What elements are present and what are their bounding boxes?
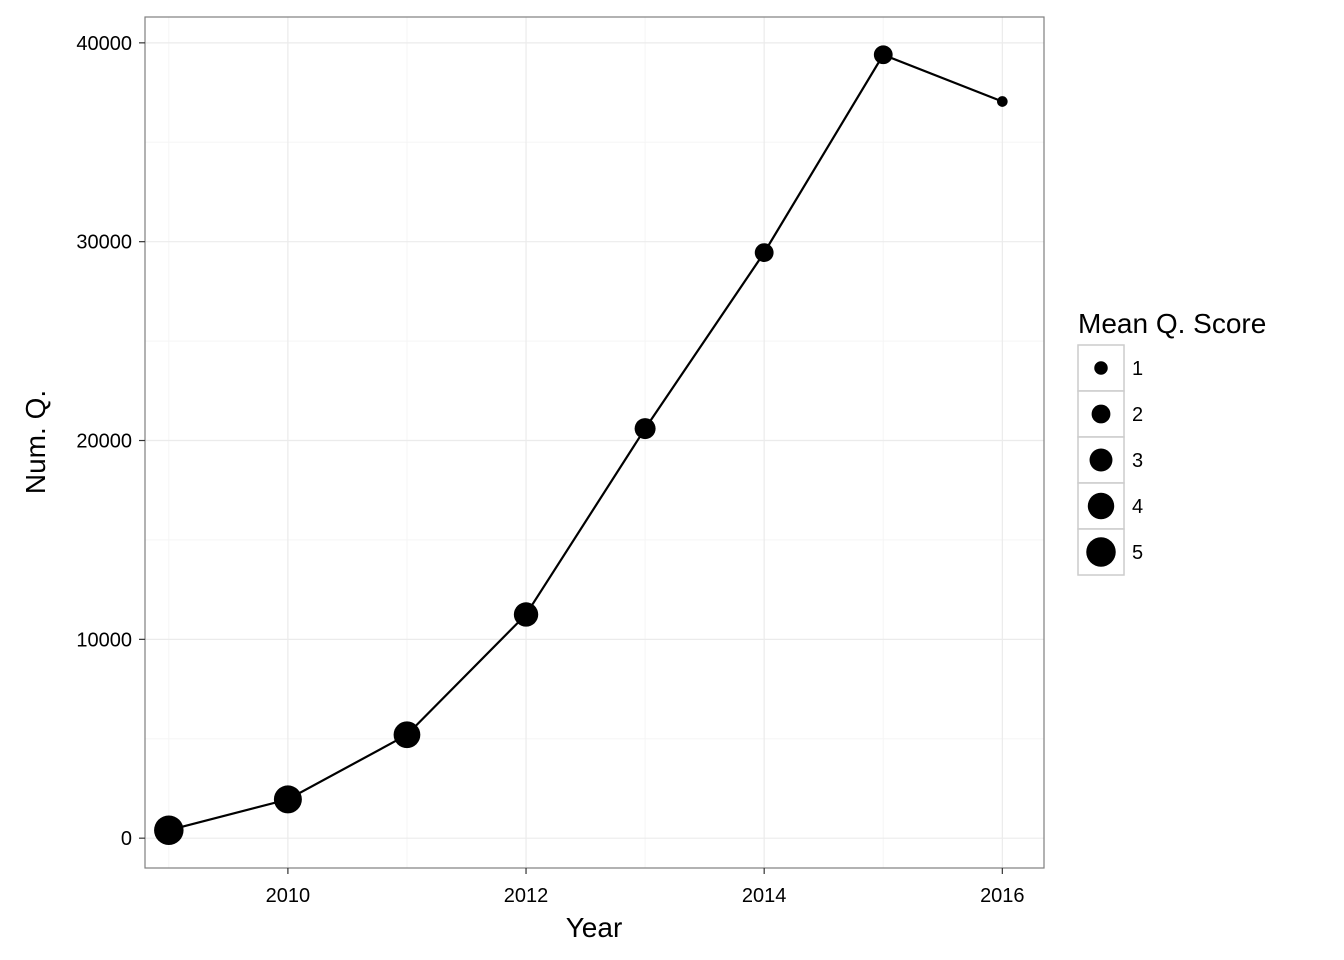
data-point [873,45,893,65]
data-point [273,785,302,814]
legend-label: 3 [1132,450,1143,472]
y-axis-title: Num. Q. [20,390,51,494]
legend-key-point [1086,537,1116,567]
data-point [754,243,774,263]
legend-keys: 1 2 3 4 5 [1077,344,1143,576]
y-tick-label: 20000 [76,431,132,453]
data-point [393,721,421,749]
legend-key-point [1094,361,1108,375]
y-tick-label: 0 [121,828,132,850]
x-tick-label: 2016 [980,885,1025,907]
data-point [634,418,656,440]
legend-title: Mean Q. Score [1078,308,1266,339]
legend-label: 2 [1132,404,1143,426]
data-layer [154,45,1008,845]
data-point [997,96,1008,107]
series-line [168,53,1003,832]
axis-layer: 2010 2012 2014 2016 0 10000 20000 30000 40000 [76,33,1024,907]
data-point [513,602,539,627]
grid-layer [145,17,1044,868]
y-tick-label: 30000 [76,232,132,254]
x-tick-label: 2012 [504,885,549,907]
legend-key-point [1091,404,1111,424]
legend-key-box [1077,390,1125,438]
legend: Mean Q. Score 1 2 3 4 5 [1077,308,1266,576]
y-tick-label: 10000 [76,629,132,651]
data-point [154,815,184,845]
y-tick-label: 40000 [76,33,132,55]
legend-label: 1 [1132,358,1143,380]
legend-label: 4 [1132,496,1143,518]
legend-key-point [1089,448,1113,472]
x-tick-label: 2010 [266,885,311,907]
x-tick-label: 2014 [742,885,787,907]
legend-key-point [1087,492,1115,520]
legend-label: 5 [1132,542,1143,564]
x-axis-title: Year [566,912,623,943]
panel-border [144,16,1045,869]
